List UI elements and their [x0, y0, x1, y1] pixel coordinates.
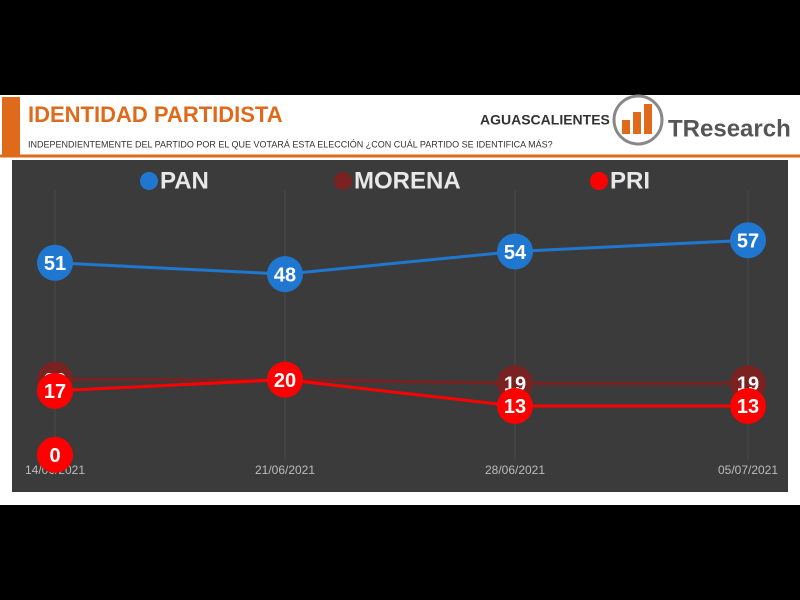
- data-label: 57: [737, 230, 759, 252]
- region: AGUASCALIENTES: [480, 112, 610, 128]
- legend-label: PRI: [610, 167, 650, 194]
- series-line: [54, 378, 748, 408]
- legend-swatch: [590, 172, 608, 190]
- series-line: [55, 378, 748, 385]
- chart: 14/06/202121/06/202128/06/202105/07/2021…: [25, 167, 778, 477]
- point: [37, 372, 73, 409]
- legend-label: MORENA: [354, 167, 461, 194]
- series-line: [54, 238, 749, 276]
- data-label: 13: [737, 396, 759, 418]
- data-label: 20: [274, 370, 296, 392]
- point: [497, 387, 533, 424]
- data-label: 51: [44, 253, 66, 275]
- legend-swatch: [140, 172, 158, 190]
- data-label: 17: [44, 381, 66, 403]
- x-tick-label: 05/07/2021: [718, 463, 778, 477]
- point: [37, 244, 73, 281]
- point: [730, 387, 766, 424]
- accent-bar: [2, 97, 20, 155]
- plot-area: [12, 160, 788, 492]
- point: [267, 361, 303, 398]
- point: [37, 436, 73, 473]
- data-label: 48: [274, 264, 296, 286]
- x-tick-label: 21/06/2021: [255, 463, 315, 477]
- data-label: 54: [504, 242, 527, 264]
- subtitle: INDEPENDIENTEMENTE DEL PARTIDO POR EL QU…: [28, 139, 553, 149]
- logo-icon: [612, 94, 664, 146]
- data-label: 13: [504, 396, 526, 418]
- legend-swatch: [334, 172, 352, 190]
- title: IDENTIDAD PARTIDISTA: [28, 102, 283, 127]
- data-label: 0: [49, 445, 60, 467]
- brand: TResearch: [668, 115, 791, 142]
- point: [730, 222, 766, 259]
- point: [267, 256, 303, 293]
- legend-label: PAN: [160, 167, 209, 194]
- x-tick-label: 28/06/2021: [485, 463, 545, 477]
- point: [497, 233, 533, 270]
